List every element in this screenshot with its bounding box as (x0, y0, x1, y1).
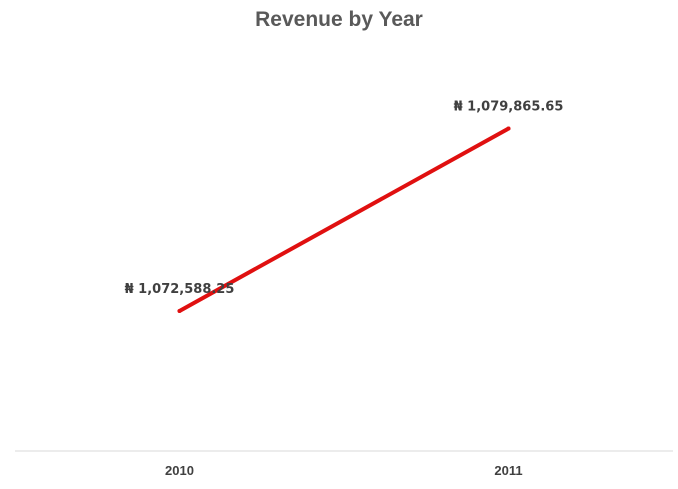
series-line (177, 126, 511, 313)
data-label: ₦ 1,079,865.65 (454, 100, 564, 115)
x-tick-label: 2011 (494, 463, 522, 478)
x-tick-label: 2010 (165, 463, 194, 478)
data-point (506, 126, 511, 131)
chart-title: Revenue by Year (255, 8, 423, 31)
data-label: ₦ 1,072,588.25 (125, 282, 235, 297)
data-point (177, 308, 182, 313)
